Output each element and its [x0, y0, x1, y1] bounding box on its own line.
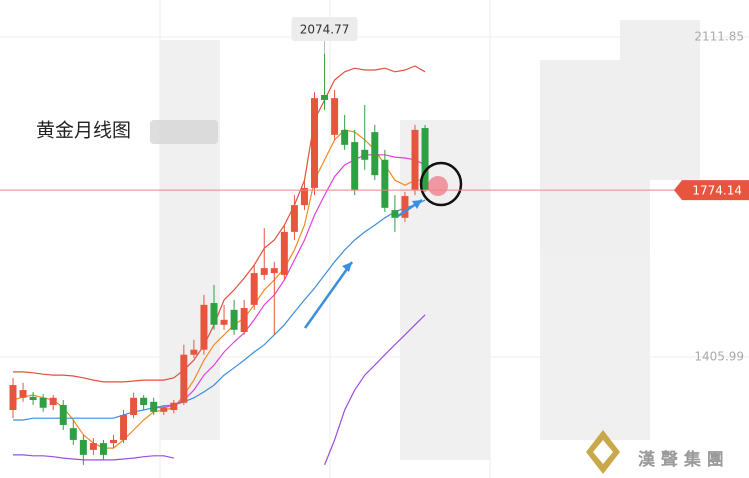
- candle-body: [29, 396, 37, 401]
- watermark-text: 漢 聲 集 團: [638, 449, 724, 470]
- candle-body: [200, 304, 208, 350]
- candle-body: [180, 354, 188, 403]
- plot: 2111.85 1405.99: [0, 30, 749, 466]
- candle-body: [170, 402, 178, 411]
- candle-body: [210, 303, 218, 325]
- candle-body: [371, 132, 379, 176]
- price-tag-label: 1774.14: [692, 184, 742, 198]
- arrow-head: [342, 262, 352, 272]
- annotation-box: [291, 17, 358, 41]
- candle-body: [89, 443, 97, 450]
- candle-body: [290, 205, 298, 232]
- candle-body: [160, 407, 168, 412]
- candle-body: [99, 443, 107, 455]
- logo: 漢 聲 集 團: [586, 430, 724, 474]
- candle-body: [240, 308, 248, 333]
- candle-body: [110, 439, 117, 444]
- candle-body: [79, 439, 87, 455]
- candle-body: [220, 319, 228, 325]
- candle-body: [140, 397, 148, 406]
- candle-body: [69, 428, 77, 440]
- candle-body: [351, 142, 359, 190]
- candle-body: [331, 98, 339, 135]
- candle-body: [411, 129, 419, 190]
- candle-body: [130, 397, 138, 415]
- candle-body: [230, 309, 238, 330]
- candle-body: [280, 231, 288, 275]
- highlight-blob: [428, 176, 448, 196]
- arrow-head: [412, 200, 422, 209]
- watermark-buildings: [160, 20, 700, 460]
- indicator-line: [13, 314, 426, 466]
- candle-body: [391, 210, 399, 218]
- indicator-line: [13, 65, 426, 383]
- y-tick-label: 1405.99: [694, 349, 744, 363]
- candle-body: [300, 187, 308, 206]
- y-tick-label: 2111.85: [694, 30, 744, 44]
- indicator-line: [153, 154, 426, 409]
- arrow: [303, 261, 354, 329]
- candle-body: [270, 268, 278, 274]
- circle-mark: [419, 161, 463, 207]
- candle-body: [381, 159, 389, 208]
- candle-body: [321, 94, 329, 100]
- candle-body: [361, 149, 369, 160]
- candle-body: [49, 397, 57, 406]
- candle-body: [150, 401, 158, 412]
- candle-body: [311, 98, 318, 188]
- price-tag: [674, 180, 749, 201]
- indicator-line: [13, 199, 426, 421]
- annotation-text: 2074.77: [300, 23, 350, 37]
- candle-body: [401, 196, 409, 218]
- candle-body: [19, 390, 27, 398]
- candle-body: [190, 349, 198, 355]
- candle-body: [9, 385, 17, 411]
- candle-body: [39, 397, 47, 408]
- indicator-line: [12, 129, 426, 449]
- candle-body: [260, 268, 268, 275]
- candle-body: [250, 273, 258, 305]
- candle-body: [341, 129, 349, 145]
- candle-body: [421, 128, 429, 191]
- candle-body: [59, 405, 67, 425]
- blurred-box: [150, 120, 218, 144]
- chart-title: 黄金月线图: [36, 120, 131, 142]
- candle-body: [120, 414, 128, 440]
